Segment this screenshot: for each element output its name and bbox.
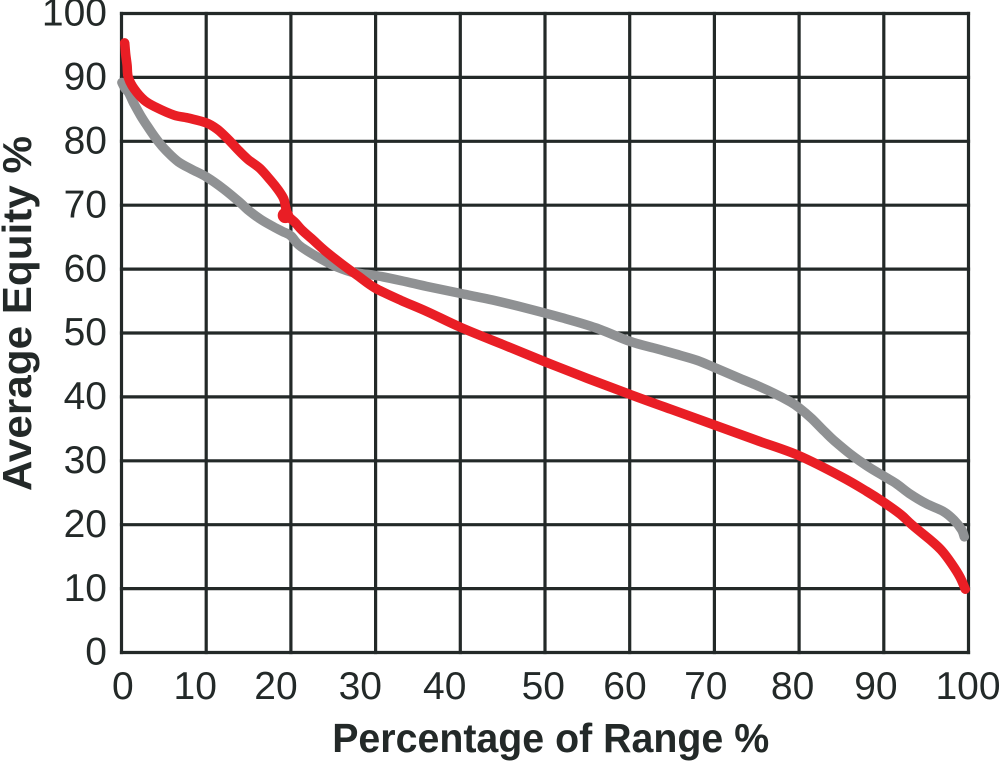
svg-text:10: 10 xyxy=(174,665,217,708)
svg-text:20: 20 xyxy=(64,503,107,546)
svg-text:90: 90 xyxy=(854,665,897,708)
svg-text:80: 80 xyxy=(771,665,814,708)
svg-text:Percentage of Range %: Percentage of Range % xyxy=(332,715,769,761)
svg-text:Average Equity %: Average Equity % xyxy=(0,136,40,491)
svg-text:70: 70 xyxy=(684,665,727,708)
svg-text:60: 60 xyxy=(603,665,646,708)
svg-text:30: 30 xyxy=(339,665,382,708)
svg-text:50: 50 xyxy=(522,665,565,708)
svg-text:20: 20 xyxy=(254,665,297,708)
svg-text:0: 0 xyxy=(85,631,107,674)
svg-text:80: 80 xyxy=(64,120,107,163)
svg-text:70: 70 xyxy=(64,183,107,226)
svg-text:40: 40 xyxy=(423,665,466,708)
svg-text:50: 50 xyxy=(64,311,107,354)
svg-text:0: 0 xyxy=(112,665,134,708)
svg-text:60: 60 xyxy=(64,247,107,290)
svg-text:90: 90 xyxy=(64,56,107,99)
svg-text:30: 30 xyxy=(64,439,107,482)
svg-text:100: 100 xyxy=(935,665,1000,708)
svg-text:10: 10 xyxy=(64,567,107,610)
svg-text:100: 100 xyxy=(42,0,107,35)
svg-text:40: 40 xyxy=(64,375,107,418)
